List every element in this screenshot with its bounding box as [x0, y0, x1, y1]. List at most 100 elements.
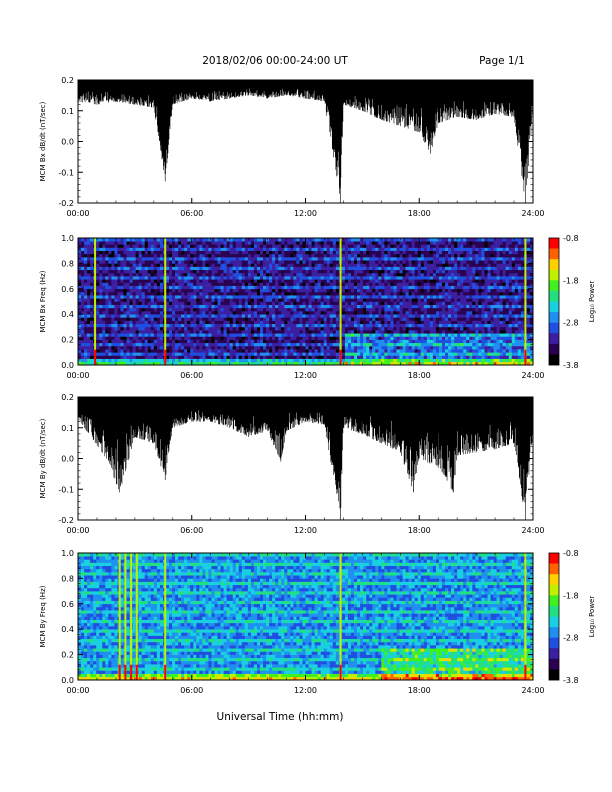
spectrogram-cell [466, 355, 470, 359]
spectrogram-cell [341, 266, 346, 271]
spectrogram-cell [347, 285, 352, 290]
spectrogram-cell [144, 358, 149, 363]
spectrogram-cell [420, 361, 425, 366]
spectrogram-cell [275, 266, 279, 271]
spectrogram-cell [478, 276, 482, 280]
spectrogram-cell [181, 279, 185, 283]
spectrogram-cell [529, 358, 534, 363]
spectrogram-cell [147, 269, 152, 274]
spectrogram-cell [190, 301, 194, 305]
spectrogram-cell [393, 272, 397, 277]
spectrogram-cell [463, 323, 467, 328]
spectrogram-cell [105, 320, 109, 325]
spectrogram-cell [323, 288, 328, 293]
spectrogram-cell [451, 282, 455, 286]
spectrogram-cell [208, 282, 212, 286]
spectrogram-cell [344, 361, 349, 366]
spectrogram-cell [375, 326, 379, 331]
spectrogram-cell [442, 288, 446, 293]
spectrogram-cell [150, 361, 155, 366]
spectrogram-cell [460, 279, 464, 283]
spectrogram-cell [202, 326, 206, 331]
spectrogram-cell [99, 323, 103, 328]
spectrogram-cell [181, 330, 185, 334]
spectrogram-cell [511, 266, 516, 271]
spectrogram-cell [78, 326, 82, 331]
spectrogram-cell [478, 342, 482, 347]
spectrogram-cell [302, 295, 306, 299]
spectrogram-cell [105, 260, 109, 264]
spectrogram-cell [314, 279, 318, 283]
spectrogram-cell [520, 276, 525, 280]
spectrogram-cell [281, 279, 285, 283]
spectrogram-cell [451, 355, 455, 359]
spectrogram-cell [299, 342, 303, 347]
spectrogram-cell [205, 263, 209, 267]
spectrogram-cell [241, 336, 246, 340]
spectrogram-cell [266, 298, 270, 302]
spectrogram-cell [178, 352, 182, 356]
spectrogram-cell [396, 298, 400, 302]
spectrogram-cell [469, 333, 473, 337]
spectrogram-cell [378, 339, 382, 344]
spectrogram-cell [138, 301, 142, 305]
spectrogram-cell [150, 276, 155, 280]
spectrogram-cell [369, 301, 373, 305]
spectrogram-cell [281, 342, 285, 347]
spectrogram-cell [281, 317, 285, 321]
spectrogram-cell [514, 355, 519, 359]
spectrogram-cell [484, 358, 488, 363]
spectrogram-cell [323, 323, 328, 328]
spectrogram-cell [199, 279, 203, 283]
spectrogram-cell [332, 295, 337, 299]
spectrogram-cell [165, 282, 170, 286]
spectrogram-cell [272, 269, 276, 274]
spectrogram-cell [375, 345, 379, 350]
spectrogram-cell [144, 288, 149, 293]
spectrogram-cell [241, 342, 246, 347]
spectrogram-cell [302, 355, 306, 359]
spectrogram-cell [256, 342, 261, 347]
spectrogram-cell [384, 269, 388, 274]
spectrogram-cell [287, 276, 291, 280]
spectrogram-cell [99, 266, 103, 271]
spectrogram-cell [457, 345, 461, 350]
spectrogram-cell [317, 345, 321, 350]
spectrogram-cell [269, 288, 273, 293]
spectrogram-cell [247, 301, 252, 305]
spectrogram-cell [108, 272, 112, 277]
spectrogram-cell [378, 355, 382, 359]
spectrogram-cell [84, 288, 88, 293]
spectrogram-cell [323, 342, 328, 347]
spectrogram-cell [514, 345, 519, 350]
spectrogram-cell [87, 288, 91, 293]
spectrogram-cell [226, 323, 230, 328]
spectrogram-cell [351, 352, 355, 356]
spectrogram-cell [165, 323, 170, 328]
spectrogram-cell [260, 272, 264, 277]
spectrogram-cell [354, 269, 358, 274]
spectrogram-cell [448, 349, 452, 353]
spectrogram-cell [402, 317, 406, 321]
spectrogram-cell [414, 314, 419, 318]
spectrogram-cell [217, 279, 221, 283]
spectrogram-cell [150, 307, 155, 312]
spectrogram-cell [269, 361, 273, 366]
spectrogram-cell [469, 279, 473, 283]
spectrogram-cell [135, 269, 139, 274]
spectrogram-cell [144, 301, 149, 305]
spectrogram-cell [96, 352, 100, 356]
spectrogram-cell [435, 269, 440, 274]
spectrogram-cell [341, 272, 346, 277]
spectrogram-cell [347, 336, 352, 340]
spectrogram-cell [472, 307, 476, 312]
spectrogram-cell [138, 269, 142, 274]
spectrogram-cell [111, 266, 115, 271]
spectrogram-cell [329, 311, 334, 315]
spectrogram-cell [281, 266, 285, 271]
spectrogram-cell [196, 345, 200, 350]
spectrogram-cell [414, 266, 419, 271]
spectrogram-cell [366, 314, 370, 318]
spectrogram-cell [111, 288, 115, 293]
